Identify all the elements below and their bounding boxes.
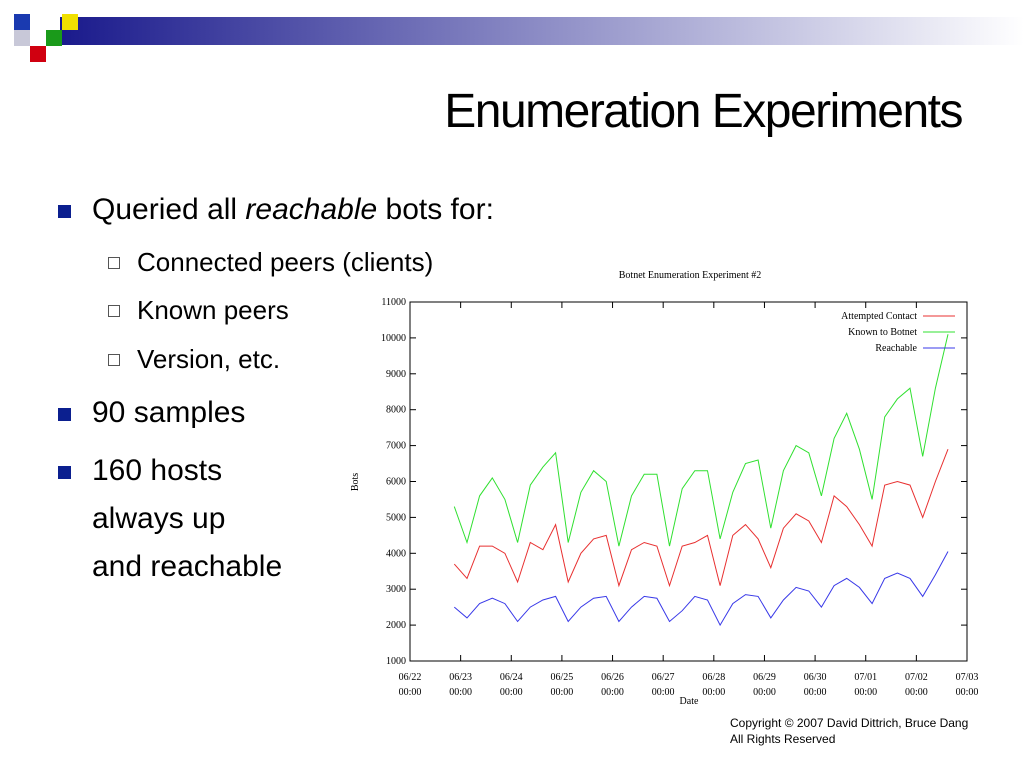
plot-frame <box>409 301 968 662</box>
legend-label: Known to Botnet <box>848 327 917 338</box>
deco <box>62 14 78 30</box>
deco <box>14 14 30 30</box>
y-tick-label: 1000 <box>386 656 406 667</box>
y-tick-label: 9000 <box>386 369 406 380</box>
series-line <box>453 334 949 547</box>
x-axis-label: Date <box>680 696 699 707</box>
y-axis-label: Bots <box>350 473 361 491</box>
slide-title: Enumeration Experiments <box>444 85 963 138</box>
x-tick-label: 06/25 00:00 <box>550 672 574 698</box>
bullet-text: Queried all reachable bots for: <box>92 193 494 227</box>
sub-bullet <box>108 354 120 366</box>
bullet <box>58 408 71 421</box>
text: bots for: <box>377 193 494 226</box>
y-tick-label: 3000 <box>386 584 406 595</box>
series-line <box>453 551 949 627</box>
x-tick-label: 07/01 00:00 <box>854 672 878 698</box>
text: reachable <box>245 193 378 226</box>
y-tick-label: 6000 <box>386 477 406 488</box>
deco <box>46 30 62 46</box>
bullet-text: and reachable <box>92 550 283 583</box>
x-tick-label: 06/29 00:00 <box>753 672 776 698</box>
bullet-text: always up <box>92 502 226 535</box>
chart-title: Botnet Enumeration Experiment #2 <box>619 270 761 281</box>
copyright: All Rights Reserved <box>730 732 836 746</box>
bullet-text: 90 samples <box>92 396 246 429</box>
x-tick-label: 07/03 00:00 <box>955 672 979 698</box>
x-tick-label: 06/28 00:00 <box>702 672 726 698</box>
sub-bullet <box>108 305 120 317</box>
series-line <box>453 449 949 588</box>
sub-bullet-text: Version, etc. <box>137 344 281 374</box>
y-tick-label: 8000 <box>386 405 406 416</box>
sub-bullet-text: Connected peers (clients) <box>137 247 434 277</box>
legend-label: Reachable <box>875 343 917 354</box>
x-tick-label: 06/23 00:00 <box>449 672 473 698</box>
legend-label: Attempted Contact <box>841 311 917 322</box>
x-tick-label: 06/30 00:00 <box>803 672 827 698</box>
x-tick-label: 06/27 00:00 <box>651 672 675 698</box>
y-tick-label: 2000 <box>386 620 406 631</box>
y-tick-label: 4000 <box>386 548 406 559</box>
bullet <box>58 466 71 479</box>
sub-bullet-text: Known peers <box>137 295 289 325</box>
bullet <box>58 205 71 218</box>
x-tick-label: 06/24 00:00 <box>499 672 523 698</box>
y-tick-label: 10000 <box>381 333 406 344</box>
deco <box>14 30 30 46</box>
y-tick-label: 5000 <box>386 512 406 523</box>
y-tick-label: 7000 <box>386 441 406 452</box>
x-tick-label: 07/02 00:00 <box>904 672 928 698</box>
sub-bullet <box>108 257 120 269</box>
y-tick-label: 11000 <box>381 297 406 308</box>
x-tick-label: 06/22 00:00 <box>398 672 422 698</box>
copyright: Copyright © 2007 David Dittrich, Bruce D… <box>730 716 969 730</box>
deco <box>30 46 46 62</box>
bullet-text: 160 hosts <box>92 454 223 487</box>
text: Queried all <box>92 193 246 226</box>
x-tick-label: 06/26 00:00 <box>601 672 624 698</box>
title-bar <box>60 17 1024 45</box>
